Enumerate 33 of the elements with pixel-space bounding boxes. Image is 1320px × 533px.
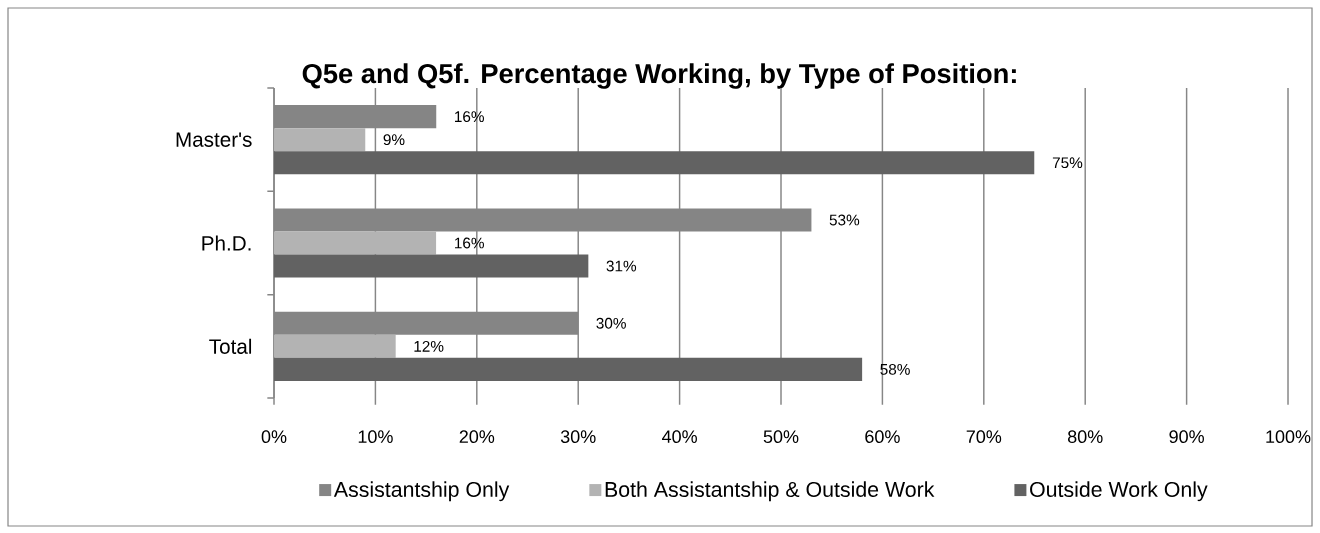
bar (274, 254, 589, 278)
x-tick-label: 60% (865, 430, 900, 443)
bar (274, 128, 366, 152)
y-tick-label: Master's (176, 132, 252, 147)
x-tick-label: 50% (763, 430, 799, 443)
chart-title: Q5e and Q5f. Percentage Working, by Type of Position: (302, 63, 1016, 89)
x-tick-label: 90% (1169, 430, 1204, 443)
y-tick-label: Ph.D. (202, 235, 251, 251)
x-tick-label: 80% (1067, 430, 1103, 443)
bar (274, 334, 396, 358)
data-label: 30% (596, 317, 626, 329)
data-label: 31% (606, 260, 637, 272)
legend-label: Outside Work Only (1030, 481, 1208, 502)
x-tick-label: 10% (358, 430, 393, 443)
data-label: 75% (1052, 157, 1083, 169)
bar (274, 151, 1035, 175)
bar (274, 357, 863, 381)
data-label: 16% (455, 111, 484, 123)
bar (274, 231, 437, 255)
data-label: 58% (880, 363, 910, 375)
data-label: 53% (829, 214, 860, 226)
data-label: 12% (414, 340, 444, 352)
data-label: 9% (383, 134, 405, 146)
x-tick-label: 100% (1266, 430, 1311, 443)
x-tick-label: 20% (459, 430, 495, 443)
x-tick-label: 40% (662, 430, 697, 443)
x-tick-label: 70% (966, 430, 1002, 443)
legend-label: Assistantship Only (333, 481, 510, 502)
data-label: 16% (455, 237, 484, 249)
legend-label: Both Assistantship & Outside Work (605, 481, 935, 502)
x-tick-label: 30% (560, 430, 596, 443)
y-tick-label: Total (209, 338, 252, 354)
x-tick-label: 0% (261, 430, 287, 443)
